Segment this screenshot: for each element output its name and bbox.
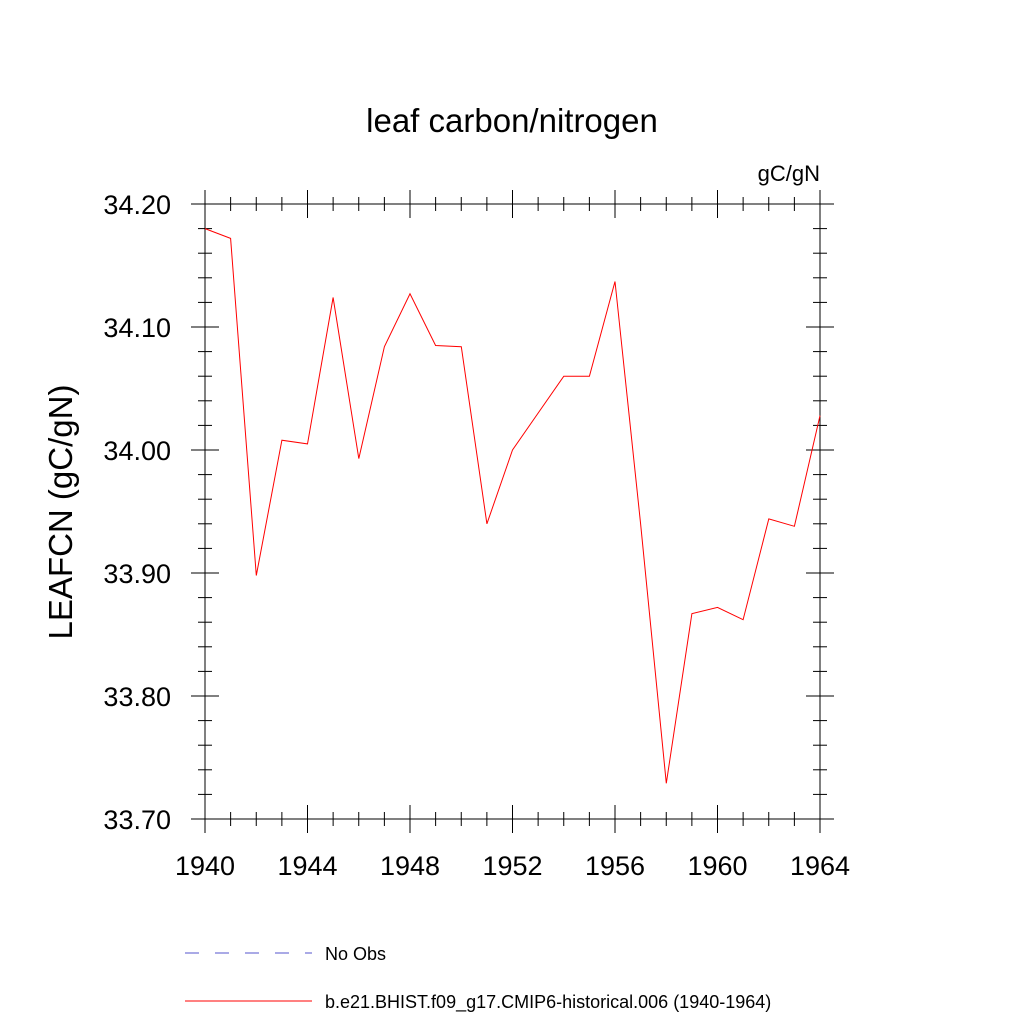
y-tick-label: 34.00: [103, 436, 171, 466]
units-label: gC/gN: [758, 161, 820, 186]
series-layer: [204, 228, 821, 784]
x-tick-label: 1952: [482, 851, 542, 881]
y-tick-label: 33.70: [103, 805, 171, 835]
x-tick-label: 1960: [687, 851, 747, 881]
x-tick-label: 1964: [790, 851, 850, 881]
x-tick-label: 1956: [585, 851, 645, 881]
x-tick-label: 1944: [277, 851, 337, 881]
x-tick-label: 1948: [380, 851, 440, 881]
chart-title: leaf carbon/nitrogen: [366, 102, 658, 139]
plot-frame: [204, 203, 821, 820]
y-tick-label: 34.20: [103, 190, 171, 220]
major-ticks: [191, 190, 834, 833]
y-tick-label: 34.10: [103, 313, 171, 343]
legend-label-no-obs: No Obs: [325, 944, 386, 964]
y-tick-label: 33.90: [103, 559, 171, 589]
legend: No Obs b.e21.BHIST.f09_g17.CMIP6-histori…: [185, 944, 771, 1013]
legend-label-historical: b.e21.BHIST.f09_g17.CMIP6-historical.006…: [325, 992, 771, 1013]
x-tick-labels: 1940 1944 1948 1952 1956 1960 1964: [175, 851, 850, 881]
minor-ticks: [198, 197, 827, 826]
y-axis-label: LEAFCN (gC/gN): [42, 385, 79, 640]
y-tick-labels: 33.70 33.80 33.90 34.00 34.10 34.20: [103, 190, 171, 835]
y-tick-label: 33.80: [103, 682, 171, 712]
series-line: [204, 228, 821, 784]
x-tick-label: 1940: [175, 851, 235, 881]
